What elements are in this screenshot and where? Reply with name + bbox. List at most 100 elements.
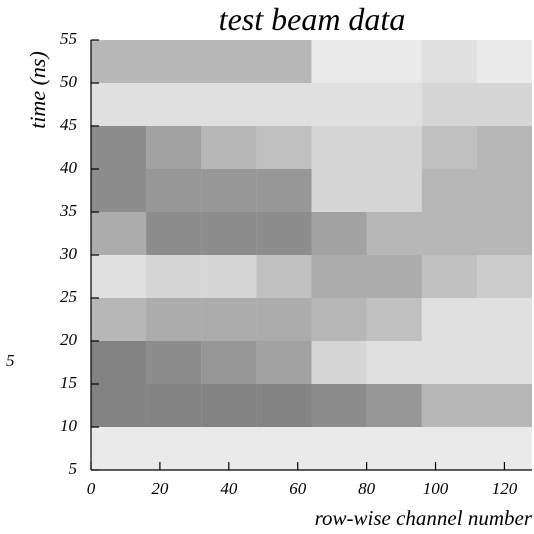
x-axis-label: row-wise channel number	[315, 506, 533, 530]
heat-cell	[476, 384, 532, 427]
heat-cell	[256, 298, 312, 341]
heat-cell	[201, 40, 257, 83]
y-tick-label: 35	[59, 201, 77, 220]
chart-title: test beam data	[219, 1, 406, 37]
y-tick-label: 55	[60, 29, 77, 48]
heat-cell	[476, 126, 532, 169]
heat-cell	[311, 341, 367, 384]
x-tick-label: 120	[492, 479, 518, 498]
heat-cell	[476, 40, 532, 83]
annotation: 5	[6, 351, 15, 370]
heat-cell	[146, 169, 202, 212]
heat-cell	[366, 255, 422, 298]
y-axis-label: time (ns)	[25, 51, 50, 129]
heat-cell	[201, 126, 257, 169]
heat-cell	[201, 298, 257, 341]
heat-cell	[256, 83, 312, 126]
heat-cell	[91, 298, 147, 341]
heat-cell	[146, 212, 202, 255]
heat-cell	[91, 83, 147, 126]
heat-cell	[146, 40, 202, 83]
x-tick-label: 0	[87, 479, 96, 498]
y-tick-label: 5	[69, 459, 78, 478]
heat-cell	[91, 212, 147, 255]
heat-cell	[256, 341, 312, 384]
y-tick-label: 10	[60, 416, 78, 435]
x-tick-label: 100	[423, 479, 449, 498]
heat-cell	[146, 255, 202, 298]
heat-cell	[311, 126, 367, 169]
heat-cell	[366, 126, 422, 169]
heat-cell	[201, 384, 257, 427]
heat-cell	[256, 255, 312, 298]
heat-cell	[421, 169, 477, 212]
heat-cell	[476, 341, 532, 384]
y-tick-label: 25	[60, 287, 77, 306]
heat-cell	[256, 169, 312, 212]
heat-cell	[256, 126, 312, 169]
y-tick-label: 20	[60, 330, 78, 349]
heat-cell	[201, 169, 257, 212]
heat-cell	[366, 212, 422, 255]
y-tick-label: 50	[60, 72, 78, 91]
heat-cell	[91, 169, 147, 212]
heat-cell	[146, 126, 202, 169]
heat-cell	[366, 40, 422, 83]
heat-cell	[256, 40, 312, 83]
heat-cell	[201, 341, 257, 384]
heat-cell	[421, 255, 477, 298]
heat-cell	[201, 83, 257, 126]
heat-cell	[366, 384, 422, 427]
heat-cell	[146, 341, 202, 384]
heat-cell	[91, 427, 147, 470]
heat-cell	[366, 427, 422, 470]
heat-cell	[421, 40, 477, 83]
heat-cell	[91, 255, 147, 298]
x-tick-label: 60	[289, 479, 307, 498]
heat-cell	[476, 83, 532, 126]
heat-cell	[146, 83, 202, 126]
heat-cell	[476, 255, 532, 298]
y-tick-label: 15	[60, 373, 77, 392]
heat-cell	[421, 298, 477, 341]
heat-cell	[366, 341, 422, 384]
heat-cell	[311, 40, 367, 83]
heat-cell	[311, 255, 367, 298]
x-tick-label: 20	[151, 479, 169, 498]
heat-cell	[91, 341, 147, 384]
heat-cell	[421, 83, 477, 126]
heat-cell	[476, 298, 532, 341]
heat-cell	[311, 83, 367, 126]
y-tick-label: 40	[60, 158, 78, 177]
heat-cell	[91, 384, 147, 427]
heat-cell	[476, 169, 532, 212]
x-tick-label: 80	[358, 479, 376, 498]
heat-cell	[421, 384, 477, 427]
heat-cell	[201, 255, 257, 298]
heat-cell	[201, 212, 257, 255]
heat-cell	[91, 126, 147, 169]
heat-cell	[366, 169, 422, 212]
heat-cell	[146, 427, 202, 470]
heat-cell	[256, 384, 312, 427]
heat-cell	[91, 40, 147, 83]
heat-cell	[256, 212, 312, 255]
heat-cell	[146, 298, 202, 341]
y-tick-label: 45	[60, 115, 77, 134]
heat-cell	[311, 298, 367, 341]
heat-cell	[311, 427, 367, 470]
y-tick-label: 30	[59, 244, 78, 263]
heat-cell	[146, 384, 202, 427]
heat-cell	[421, 427, 477, 470]
heat-cell	[476, 212, 532, 255]
x-tick-label: 40	[220, 479, 238, 498]
heat-cell	[366, 83, 422, 126]
heat-cell	[366, 298, 422, 341]
heat-cell	[421, 212, 477, 255]
heat-cell	[311, 169, 367, 212]
heat-cell	[421, 341, 477, 384]
heat-cell	[256, 427, 312, 470]
heat-cell	[311, 384, 367, 427]
heat-cell	[311, 212, 367, 255]
